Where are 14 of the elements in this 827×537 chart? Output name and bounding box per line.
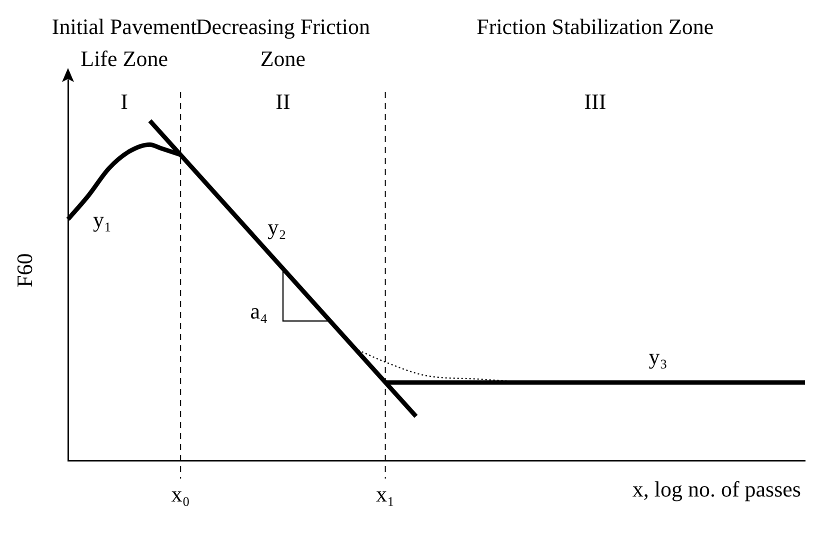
text: II	[276, 88, 290, 114]
text: Friction Stabilization Zone	[476, 14, 714, 39]
text: I	[120, 88, 128, 114]
x-axis-title: x, log no. of passes	[632, 476, 801, 502]
text: Decreasing Friction Zone	[196, 14, 370, 71]
y-axis-title: F60	[12, 253, 37, 288]
series-label: y₃	[648, 344, 668, 370]
text: III	[584, 88, 606, 114]
x-tick-label: x₁	[376, 482, 395, 507]
annotation: a₄	[250, 298, 268, 324]
text: Initial Pavement Life Zone	[52, 14, 197, 71]
x-tick-label: x₀	[171, 482, 190, 507]
series-label: y₁	[92, 206, 112, 232]
series-label: y₂	[268, 214, 286, 240]
